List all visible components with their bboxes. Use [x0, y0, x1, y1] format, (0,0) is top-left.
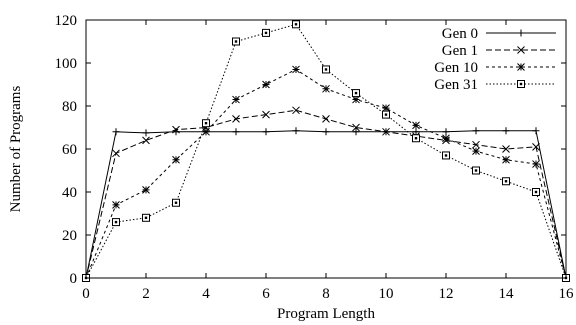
legend-item: Gen 0 — [442, 26, 556, 42]
y-axis-ticks: 0 20 40 60 80 100 120 — [55, 13, 567, 287]
data-point — [353, 90, 360, 97]
series-line — [86, 131, 566, 278]
data-point — [263, 128, 270, 135]
data-point — [113, 219, 120, 226]
data-point — [443, 135, 450, 142]
plot-frame — [86, 20, 566, 278]
data-point — [323, 66, 330, 73]
x-axis-label: Program Length — [277, 306, 375, 322]
data-point — [293, 127, 300, 134]
x-tick-label: 4 — [202, 286, 210, 302]
data-point — [503, 178, 510, 185]
legend-marker — [518, 30, 525, 37]
data-point — [323, 128, 330, 135]
y-tick-label: 80 — [62, 99, 77, 115]
data-point — [293, 21, 300, 28]
y-tick-label: 20 — [62, 228, 77, 244]
y-tick-label: 0 — [70, 271, 78, 287]
y-axis-label: Number of Programs — [8, 86, 24, 213]
data-point — [533, 127, 540, 134]
x-tick-label: 2 — [142, 286, 150, 302]
legend-label: Gen 1 — [442, 43, 478, 59]
data-point — [443, 128, 450, 135]
x-tick-label: 0 — [82, 286, 90, 302]
data-point — [383, 111, 390, 118]
y-tick-label: 100 — [55, 56, 78, 72]
data-point — [533, 161, 540, 168]
x-tick-label: 10 — [379, 286, 394, 302]
data-point — [263, 29, 270, 36]
series-gen-10 — [83, 66, 570, 282]
data-point — [143, 137, 150, 144]
data-point — [233, 96, 240, 103]
legend-item: Gen 10 — [434, 60, 556, 76]
data-point — [113, 201, 120, 208]
legend-label: Gen 31 — [434, 77, 478, 93]
data-point — [113, 128, 120, 135]
x-tick-label: 6 — [262, 286, 270, 302]
data-point — [263, 81, 270, 88]
data-point — [203, 128, 210, 135]
data-point — [203, 120, 210, 127]
data-point — [473, 148, 480, 155]
data-point — [113, 150, 120, 157]
data-point — [293, 107, 300, 114]
data-point — [233, 128, 240, 135]
legend-label: Gen 0 — [442, 26, 478, 42]
data-point — [533, 143, 540, 150]
y-tick-label: 60 — [62, 142, 77, 158]
x-tick-label: 8 — [322, 286, 330, 302]
legend-marker — [518, 81, 525, 88]
data-point — [173, 156, 180, 163]
data-point — [143, 129, 150, 136]
data-point — [413, 135, 420, 142]
series-gen-31 — [83, 21, 570, 282]
data-point — [143, 186, 150, 193]
data-point — [323, 85, 330, 92]
data-point — [473, 167, 480, 174]
data-point — [473, 127, 480, 134]
x-tick-label: 12 — [439, 286, 454, 302]
legend-marker — [518, 64, 525, 71]
legend-item: Gen 1 — [442, 43, 556, 59]
series-line — [86, 110, 566, 278]
legend-label: Gen 10 — [434, 60, 478, 76]
legend-item: Gen 31 — [434, 77, 556, 93]
series-gen-0 — [83, 127, 570, 281]
data-point — [173, 199, 180, 206]
data-point — [503, 156, 510, 163]
y-tick-label: 40 — [62, 185, 77, 201]
series-line — [86, 69, 566, 278]
data-point — [413, 122, 420, 129]
series-line — [86, 24, 566, 278]
series-layer — [83, 21, 570, 282]
data-point — [323, 115, 330, 122]
x-axis-ticks: 0 2 4 6 8 10 12 14 16 — [82, 20, 574, 302]
y-tick-label: 120 — [55, 13, 78, 29]
data-point — [443, 152, 450, 159]
x-tick-label: 14 — [499, 286, 515, 302]
data-point — [293, 66, 300, 73]
x-tick-label: 16 — [559, 286, 575, 302]
data-point — [533, 189, 540, 196]
data-point — [503, 127, 510, 134]
data-point — [143, 214, 150, 221]
data-point — [353, 96, 360, 103]
data-point — [233, 38, 240, 45]
